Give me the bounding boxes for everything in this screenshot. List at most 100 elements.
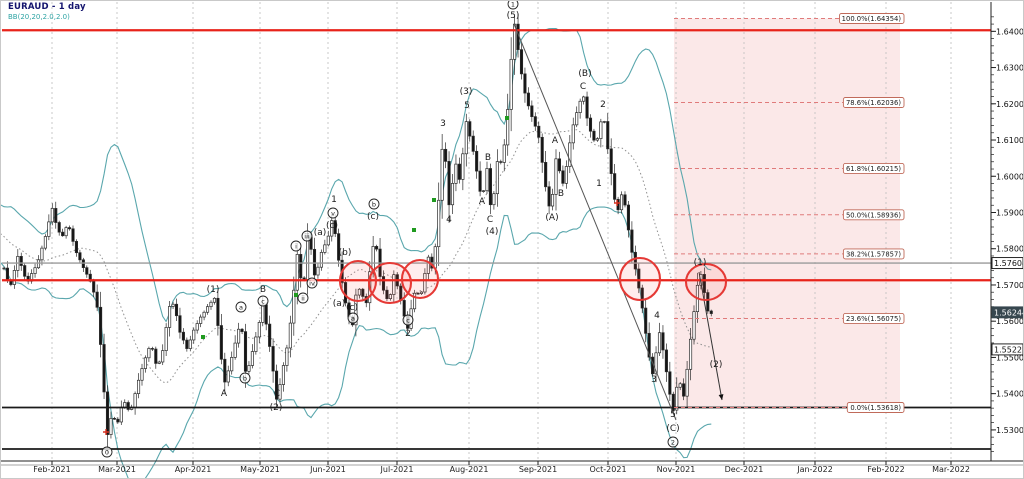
candle-body xyxy=(468,121,472,137)
wave-label: (c) xyxy=(367,212,379,222)
candle-body xyxy=(61,231,65,237)
candle-body xyxy=(206,306,210,313)
candle-body xyxy=(281,365,286,385)
wave-label: A xyxy=(552,136,559,146)
candle-body xyxy=(554,158,558,195)
candle-body xyxy=(557,158,562,172)
wave-label: c xyxy=(406,316,410,324)
wave-label: b xyxy=(243,374,247,382)
green-signal-marker xyxy=(505,116,509,120)
candle-body xyxy=(181,331,185,341)
candle-body xyxy=(419,291,424,294)
candle-body xyxy=(537,125,541,138)
candle-body xyxy=(174,303,179,317)
candle-body xyxy=(71,228,75,242)
wave-label: C xyxy=(487,215,493,225)
wave-label-circle xyxy=(347,312,359,324)
red-highlight-circles xyxy=(338,256,728,305)
price-axis-tick-label: 1.53000 xyxy=(996,426,1024,435)
fib-level-label: 61.8%(1.60215) xyxy=(846,165,901,173)
candle-body xyxy=(361,288,365,297)
candle-body xyxy=(102,344,106,393)
candle-body xyxy=(140,368,144,381)
price-axis[interactable]: 1.64000 1.63000 1.62000 1.61000 1.60000 1.590… xyxy=(990,2,1024,461)
candle-body xyxy=(509,58,513,110)
red-cross-marker xyxy=(103,429,109,435)
bollinger-lower-band xyxy=(0,206,712,479)
candle-body xyxy=(312,248,317,276)
candle-body xyxy=(216,297,220,326)
wave-label: 2 xyxy=(405,329,411,339)
bollinger-middle-band xyxy=(0,129,712,384)
candle-body xyxy=(337,233,341,261)
candle-body xyxy=(316,266,320,276)
candle-body xyxy=(230,357,234,372)
candle-body xyxy=(209,301,213,308)
candle-body xyxy=(647,332,651,358)
candle-body xyxy=(478,170,482,192)
red-highlight-circle xyxy=(618,256,662,302)
wave-label: C xyxy=(580,82,586,92)
signal-markers xyxy=(103,116,620,435)
candle-body xyxy=(64,227,68,237)
candle-body xyxy=(578,100,582,113)
candle-body xyxy=(702,274,706,293)
red-highlight-circle xyxy=(400,258,440,300)
candle-body xyxy=(47,221,51,237)
candle-body xyxy=(502,144,506,163)
candle-body xyxy=(630,229,634,253)
candle-body xyxy=(57,222,61,233)
time-axis-month-label: Jun-2021 xyxy=(309,465,346,474)
annotations xyxy=(513,23,724,421)
time-axis-month-label: Dec-2021 xyxy=(725,465,764,474)
candle-body xyxy=(271,346,275,372)
candle-body xyxy=(519,49,524,75)
wave-label: (C) xyxy=(666,424,679,434)
candle-body xyxy=(709,310,713,314)
wave-label: (a) xyxy=(333,299,346,309)
candle-body xyxy=(461,153,465,180)
candle-body xyxy=(602,121,606,123)
candle-body xyxy=(544,162,548,188)
time-axis-month-label: Aug-2021 xyxy=(450,465,489,474)
wave-label-circle xyxy=(402,314,414,326)
wave-label: 2 xyxy=(600,100,606,110)
wave-label: (2) xyxy=(710,360,723,370)
time-axis-month-label: Jul-2021 xyxy=(380,465,414,474)
candle-body xyxy=(599,121,603,139)
candle-body xyxy=(126,402,130,410)
candle-body xyxy=(482,190,486,192)
time-axis-month-label: Mar-2022 xyxy=(932,465,970,474)
candle-body xyxy=(54,208,58,223)
candle-body xyxy=(392,274,396,295)
time-axis[interactable]: Feb-2021 Mar-2021 Apr-2021 May-2021 Jun-2021… xyxy=(0,460,1024,474)
candle-body xyxy=(67,227,72,230)
price-axis-tick-label: 1.59000 xyxy=(996,208,1024,217)
candle-body xyxy=(402,300,406,317)
candle-body xyxy=(547,186,551,207)
price-axis-tick-label: 1.60000 xyxy=(996,172,1024,181)
candle-body xyxy=(588,117,593,132)
time-axis-month-label: Nov-2021 xyxy=(657,465,696,474)
candle-body xyxy=(637,268,641,289)
wave-label: v xyxy=(331,209,335,217)
candle-body xyxy=(457,163,461,180)
candlestick-series xyxy=(2,13,713,455)
candle-body xyxy=(319,252,323,268)
candle-body xyxy=(385,289,389,299)
fib-label-box xyxy=(839,13,905,24)
wave-label: 3 xyxy=(651,375,657,385)
candle-body xyxy=(640,287,644,309)
candle-body xyxy=(99,306,103,345)
candle-body xyxy=(585,96,589,119)
wave-label: (1) xyxy=(694,258,707,268)
candle-body xyxy=(299,254,303,279)
wave-label: (b) xyxy=(339,248,352,258)
candle-body xyxy=(444,148,448,162)
wave-label: b xyxy=(372,200,376,208)
candle-body xyxy=(254,336,258,352)
wave-label: (4) xyxy=(486,227,499,237)
month-gridlines xyxy=(51,2,952,461)
candle-body xyxy=(375,246,379,250)
